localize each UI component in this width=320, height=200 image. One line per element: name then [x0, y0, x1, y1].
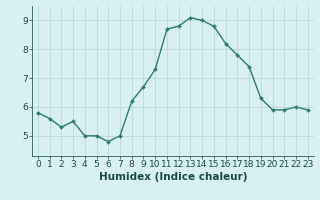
X-axis label: Humidex (Indice chaleur): Humidex (Indice chaleur)	[99, 172, 247, 182]
